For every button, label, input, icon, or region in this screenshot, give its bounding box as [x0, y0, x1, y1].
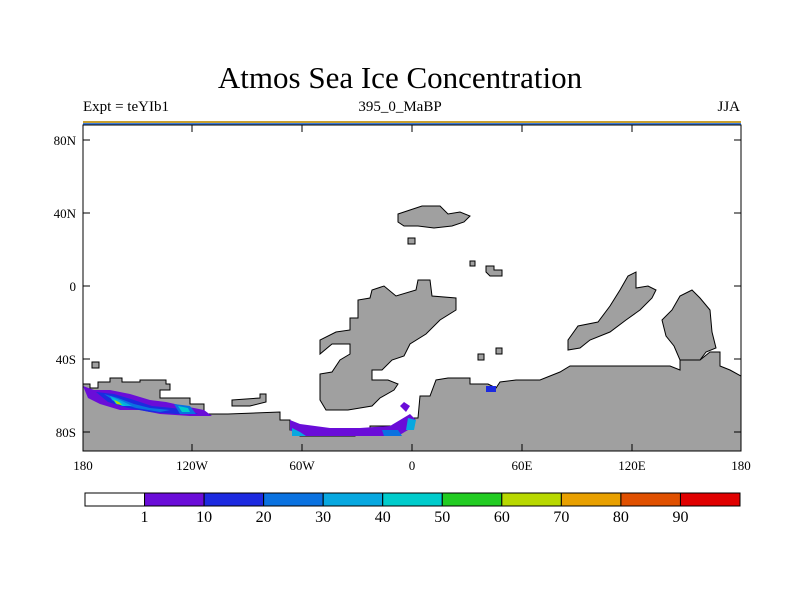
lat-label-80s: 80S [56, 425, 76, 440]
colorbar-label: 40 [375, 509, 391, 526]
sea-ice-shading [83, 386, 496, 436]
colorbar-label: 30 [315, 509, 331, 526]
eastern-continent [661, 289, 717, 361]
lon-axis [191, 125, 633, 451]
season-label: JJA [717, 99, 740, 115]
colorbar-box [84, 492, 146, 507]
colorbar-label: 90 [672, 509, 688, 526]
colorbar-box [203, 492, 265, 507]
colorbar-label: 10 [196, 509, 212, 526]
lat-label-40s: 40S [56, 352, 76, 367]
island-1 [407, 237, 416, 245]
lon-label-180w: 180 [73, 458, 93, 473]
lon-label-120w: 120W [176, 458, 209, 473]
map-title: Atmos Sea Ice Concentration [217, 60, 583, 95]
colorbar-label: 50 [434, 509, 450, 526]
lon-label-180e: 180 [731, 458, 751, 473]
colorbar-box [620, 492, 681, 507]
colorbar-box [679, 492, 741, 507]
colorbar-label: 20 [256, 509, 272, 526]
lat-axis [83, 139, 741, 433]
lat-label-40n: 40N [54, 206, 77, 221]
island-4 [477, 353, 485, 361]
lat-label-80n: 80N [54, 133, 77, 148]
lon-label-120e: 120E [618, 458, 646, 473]
eastern-arc [567, 271, 657, 351]
colorbar-label: 60 [494, 509, 510, 526]
colorbar-box [144, 492, 205, 507]
colorbar-label: 1 [141, 509, 149, 526]
north-edge-band-blue [83, 123, 741, 125]
northern-continent [397, 205, 471, 229]
island-2 [469, 260, 476, 267]
central-continent [319, 279, 457, 411]
lon-label-0: 0 [409, 458, 416, 473]
lat-label-0: 0 [70, 279, 77, 294]
colorbar-box [560, 492, 622, 507]
lon-label-60w: 60W [289, 458, 315, 473]
colorbar-box [501, 492, 562, 507]
north-edge-band [83, 121, 741, 123]
period-label: 395_0_MaBP [358, 99, 442, 115]
land-masses [82, 205, 742, 452]
experiment-label: Expt = teYIb1 [83, 99, 169, 115]
island-3 [485, 265, 503, 277]
island-6 [91, 361, 100, 369]
colorbar-box [382, 492, 443, 507]
colorbar-box [441, 492, 503, 507]
island-7 [231, 393, 267, 407]
lon-label-60e: 60E [512, 458, 533, 473]
colorbar-box [263, 492, 324, 507]
colorbar-label: 80 [613, 509, 629, 526]
island-5 [495, 347, 503, 355]
colorbar-label: 70 [553, 509, 569, 526]
colorbar: 1 10 20 30 40 50 60 70 80 90 [84, 492, 741, 526]
colorbar-box [322, 492, 384, 507]
